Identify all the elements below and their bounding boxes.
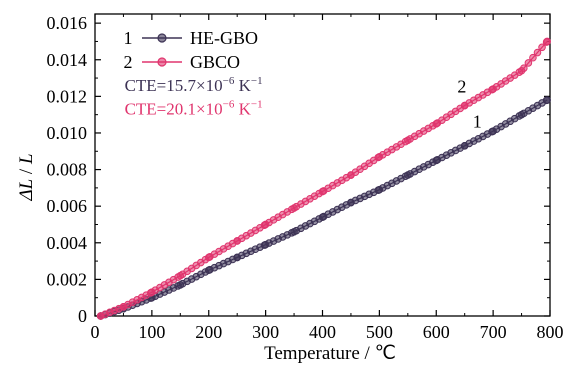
x-tick-label-600: 600 — [423, 322, 450, 342]
data-point-HE-GBO-6 — [261, 240, 270, 249]
data-point-GBCO-4 — [204, 253, 213, 262]
cte-unit-exponent: −1 — [251, 99, 263, 111]
y-axis-title-l: L — [16, 153, 37, 165]
data-point-HE-GBO-9 — [347, 198, 355, 207]
data-point-HE-GBO-5 — [233, 253, 241, 262]
legend-marker-GBCO — [157, 57, 167, 67]
y-tick-label-1: 0.002 — [47, 269, 88, 289]
data-point-GBCO-5 — [233, 237, 241, 245]
data-point-HE-GBO-15 — [517, 110, 526, 119]
x-tick-label-200: 200 — [195, 322, 222, 342]
x-axis-title: Temperature / ℃ — [264, 343, 396, 364]
y-tick-label-2: 0.004 — [47, 233, 88, 253]
data-point-GBCO-8 — [318, 187, 327, 196]
data-point-HE-GBO-3 — [176, 281, 185, 289]
data-point-HE-GBO-12 — [432, 156, 441, 165]
data-point-HE-GBO-11 — [404, 171, 412, 179]
cte-exponent: −6 — [223, 75, 235, 87]
data-point — [533, 48, 542, 57]
legend-index-1: 1 — [124, 28, 133, 48]
x-tick-label-700: 700 — [480, 322, 507, 342]
y-tick-label-8: 0.016 — [47, 13, 88, 33]
x-tick-label-500: 500 — [366, 322, 393, 342]
data-point-HE-GBO-13 — [460, 141, 469, 150]
y-axis-title-sep: / — [16, 164, 37, 179]
data-point-HE-GBO-10 — [375, 185, 384, 194]
data-point-HE-GBO-8 — [318, 213, 327, 221]
data-point — [524, 59, 533, 67]
cte-annotation-2: CTE=20.1×10−6 K−1 — [125, 99, 263, 119]
data-point-GBCO-11 — [404, 136, 412, 145]
x-tick-label-300: 300 — [252, 322, 279, 342]
data-point-GBCO-3 — [176, 271, 185, 280]
y-tick-label-6: 0.012 — [47, 86, 88, 106]
series-layer: 12 — [96, 37, 551, 320]
data-point-HE-GBO-14 — [489, 127, 497, 135]
legend-label-GBCO: GBCO — [190, 52, 240, 72]
tick-labels: 0 100 200 300 400 500 600 700 800 0 0.002 0.004 0.00… — [47, 13, 564, 342]
y-tick-label-7: 0.014 — [47, 50, 88, 70]
data-point-GBCO-12 — [432, 120, 441, 128]
legend-label-HE-GBO: HE-GBO — [190, 28, 258, 48]
legend-marker-HE-GBO — [157, 33, 167, 43]
data-point — [538, 43, 546, 52]
data-point-GBCO-13 — [460, 101, 469, 110]
x-tick-label-800: 800 — [537, 322, 564, 342]
data-point-HE-GBO-7 — [290, 228, 298, 236]
data-point-GBCO-16 — [543, 37, 551, 46]
data-point-GBCO-9 — [347, 171, 355, 179]
x-tick-label-400: 400 — [309, 322, 336, 342]
cte-exponent: −6 — [223, 99, 235, 111]
data-point-GBCO-15 — [517, 66, 526, 75]
curve-label-1: 1 — [473, 111, 482, 131]
x-tick-label-0: 0 — [91, 322, 100, 342]
series-GBCO: 2 — [96, 37, 551, 320]
cte-base: CTE=20.1×10 — [125, 100, 223, 119]
curve-label-2: 2 — [457, 77, 466, 97]
y-tick-label-5: 0.010 — [47, 123, 88, 143]
data-point-GBCO-1 — [119, 303, 128, 311]
data-point-GBCO-14 — [489, 85, 497, 93]
y-axis-title: ΔL / L — [16, 153, 37, 201]
cte-unit: K — [234, 76, 251, 95]
data-point-GBCO-6 — [261, 220, 270, 229]
y-axis-title-delta: ΔL — [16, 179, 37, 202]
data-point-GBCO-0 — [96, 312, 105, 320]
y-tick-label-0: 0 — [78, 306, 87, 326]
tick-marks — [94, 14, 551, 317]
data-point-GBCO-2 — [148, 288, 156, 297]
data-point — [529, 53, 537, 62]
cte-annotation-1: CTE=15.7×10−6 K−1 — [125, 75, 263, 95]
legend-index-2: 2 — [124, 52, 133, 72]
data-point-GBCO-7 — [290, 204, 298, 212]
cte-base: CTE=15.7×10 — [125, 76, 223, 95]
x-tick-label-100: 100 — [138, 322, 165, 342]
data-point-HE-GBO-4 — [204, 266, 213, 275]
cte-unit: K — [234, 100, 251, 119]
y-tick-label-4: 0.008 — [47, 160, 88, 180]
data-point-GBCO-10 — [375, 152, 384, 161]
data-point-HE-GBO-16 — [543, 96, 551, 104]
cte-unit-exponent: −1 — [251, 75, 263, 87]
legend: 1 HE-GBO 2 GBCO — [124, 28, 259, 72]
y-tick-label-3: 0.006 — [47, 196, 88, 216]
